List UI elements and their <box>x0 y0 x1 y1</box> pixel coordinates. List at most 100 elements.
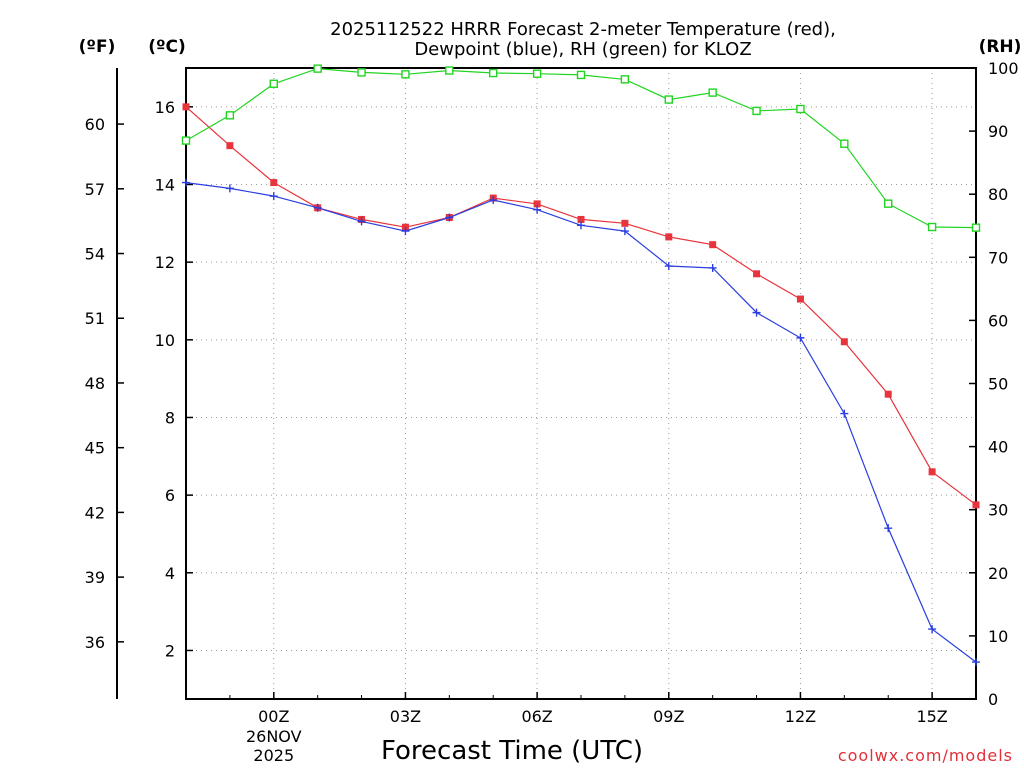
fahrenheit-tick-label: 36 <box>85 633 105 652</box>
rh-point <box>313 64 322 73</box>
temperature-point <box>840 338 848 346</box>
dewpoint-point <box>664 262 673 271</box>
celsius-tick-label: 4 <box>165 564 175 583</box>
celsius-tick-label: 10 <box>155 331 175 350</box>
dewpoint-point <box>972 658 980 667</box>
fahrenheit-tick-label: 48 <box>85 374 105 393</box>
temperature-series-line <box>185 106 977 506</box>
chart-title-line-1: 2025112522 HRRR Forecast 2-meter Tempera… <box>330 19 836 40</box>
rh-point <box>971 223 981 232</box>
dewpoint-point <box>225 184 234 193</box>
temperature-point <box>665 233 673 241</box>
dewpoint-point <box>357 217 366 226</box>
celsius-tick-label: 6 <box>165 486 175 505</box>
rh-point <box>445 66 454 75</box>
dewpoint-point <box>884 524 893 533</box>
fahrenheit-tick-label: 60 <box>85 115 105 134</box>
dewpoint-point <box>577 221 585 230</box>
rh-point <box>664 95 673 104</box>
dewpoint-point <box>533 205 542 214</box>
dewpoint-point <box>840 409 849 418</box>
rh-tick-label: 100 <box>988 59 1019 78</box>
rh-tick-label: 30 <box>988 501 1008 520</box>
celsius-tick-label: 14 <box>155 175 175 194</box>
x-axis-title: Forecast Time (UTC) <box>381 736 643 766</box>
x-tick-label: 03Z <box>390 707 421 726</box>
x-tick-label: 15Z <box>916 707 947 726</box>
data-series <box>181 64 981 667</box>
rh-tick-label: 10 <box>988 627 1008 646</box>
x-tick-label: 12Z <box>785 707 816 726</box>
dewpoint-point <box>269 192 278 201</box>
fahrenheit-tick-label: 51 <box>85 309 105 328</box>
rh-tick-label: 0 <box>988 690 998 709</box>
fahrenheit-tick-label: 54 <box>85 245 105 264</box>
temperature-point <box>928 468 936 476</box>
rh-tick-label: 90 <box>988 122 1008 141</box>
dewpoint-point <box>752 308 761 317</box>
temperature-point <box>884 390 892 398</box>
grid-lines <box>186 68 976 699</box>
rh-point <box>576 70 586 80</box>
rh-point <box>269 79 278 88</box>
x-tick-label: 06Z <box>521 707 552 726</box>
rh-point <box>796 104 805 114</box>
dewpoint-point <box>401 227 410 236</box>
dewpoint-point <box>313 203 322 212</box>
fahrenheit-unit-label: (ºF) <box>79 37 116 57</box>
x-tick-label: 09Z <box>653 707 684 726</box>
rh-point <box>357 68 366 77</box>
dewpoint-point <box>708 263 717 272</box>
rh-point <box>752 106 761 116</box>
source-credit: coolwx.com/models <box>838 746 1013 765</box>
dewpoint-point <box>928 625 937 634</box>
rh-point <box>840 139 849 148</box>
rh-tick-label: 60 <box>988 311 1008 330</box>
temperature-point <box>709 241 717 249</box>
x-tick-label: 00Z <box>258 707 289 726</box>
temperature-point <box>182 103 190 111</box>
chart-title-line-2: Dewpoint (blue), RH (green) for KLOZ <box>414 39 751 60</box>
dewpoint-point <box>620 227 629 236</box>
celsius-tick-label: 12 <box>155 253 175 272</box>
temperature-point <box>533 200 541 208</box>
x-date-label: 2025 <box>253 746 294 765</box>
rh-tick-label: 50 <box>988 375 1008 394</box>
dewpoint-series-line <box>185 182 977 663</box>
celsius-tick-label: 2 <box>165 641 175 660</box>
dewpoint-point <box>182 178 190 187</box>
temperature-point <box>796 295 804 303</box>
rh-tick-label: 20 <box>988 564 1008 583</box>
rh-point <box>489 68 498 78</box>
rh-point <box>884 199 893 208</box>
fahrenheit-tick-label: 57 <box>85 180 105 199</box>
rh-tick-label: 80 <box>988 185 1008 204</box>
dewpoint-point <box>489 196 498 205</box>
celsius-unit-label: (ºC) <box>148 37 186 57</box>
rh-point <box>225 111 235 120</box>
temperature-point <box>577 215 585 223</box>
rh-point <box>181 136 191 145</box>
dewpoint-point <box>445 213 454 222</box>
x-date-label: 26NOV <box>246 727 302 746</box>
rh-point <box>708 88 717 97</box>
rh-point <box>401 70 410 79</box>
celsius-tick-label: 8 <box>165 408 175 427</box>
rh-tick-label: 70 <box>988 248 1008 267</box>
rh-tick-label: 40 <box>988 438 1008 457</box>
rh-unit-label: (RH) <box>979 37 1022 57</box>
rh-point <box>532 69 542 78</box>
celsius-tick-label: 16 <box>155 98 175 117</box>
temperature-point <box>270 179 278 187</box>
fahrenheit-tick-label: 42 <box>85 503 105 522</box>
rh-point <box>620 75 630 84</box>
temperature-point <box>753 270 761 278</box>
fahrenheit-tick-label: 39 <box>85 568 105 587</box>
rh-point <box>927 222 937 232</box>
temperature-point <box>972 501 980 509</box>
fahrenheit-tick-label: 45 <box>85 439 105 458</box>
dewpoint-point <box>796 333 805 342</box>
temperature-point <box>226 142 234 150</box>
